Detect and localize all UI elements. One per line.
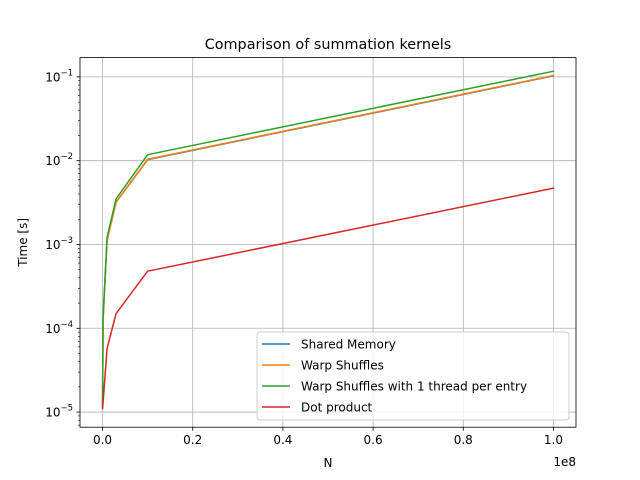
x-tick-label: 0.2 — [183, 433, 202, 447]
legend: Shared Memory Warp Shuffles Warp Shuffles … — [256, 331, 570, 421]
legend-label: Dot product — [301, 401, 373, 415]
legend-label: Warp Shuffles with 1 thread per entry — [301, 380, 527, 394]
x-tick-label: 0.4 — [273, 433, 292, 447]
y-tick-exponent: −2 — [60, 152, 73, 162]
y-tick-label: 10−2 — [45, 152, 73, 168]
y-tick-label: 10−4 — [45, 320, 73, 336]
y-tick-label: 10−1 — [45, 68, 73, 84]
legend-label: Warp Shuffles — [301, 359, 384, 373]
chart-title: Comparison of summation kernels — [205, 37, 452, 53]
x-axis-ticks: 0.0 0.2 0.4 0.6 0.8 1.0 — [93, 427, 563, 447]
series-line-3 — [101, 187, 555, 410]
y-tick-base: 10 — [45, 238, 60, 252]
series-line-2 — [101, 70, 555, 405]
legend-label: Shared Memory — [301, 338, 396, 352]
y-tick-base: 10 — [45, 154, 60, 168]
x-axis-label: N — [324, 456, 333, 470]
x-axis-offset-label: 1e8 — [553, 455, 576, 469]
y-axis-label: Time [s] — [16, 218, 30, 268]
x-tick-label: 0.8 — [454, 433, 473, 447]
plot-area-frame — [79, 57, 577, 428]
series-lines — [101, 70, 555, 410]
y-tick-exponent: −3 — [60, 236, 73, 246]
y-tick-label: 10−3 — [45, 236, 73, 252]
x-tick-label: 1.0 — [544, 433, 563, 447]
legend-frame — [256, 331, 570, 421]
y-tick-label: 10−5 — [45, 404, 73, 420]
x-tick-label: 0.6 — [364, 433, 383, 447]
y-tick-base: 10 — [45, 406, 60, 420]
y-axis-ticks: 10−510−410−310−210−1 — [45, 68, 80, 426]
y-tick-base: 10 — [45, 322, 60, 336]
y-tick-exponent: −4 — [60, 320, 73, 330]
grid — [80, 57, 576, 428]
y-tick-base: 10 — [45, 70, 60, 84]
y-tick-exponent: −5 — [60, 404, 73, 414]
x-tick-label: 0.0 — [93, 433, 112, 447]
y-tick-exponent: −1 — [60, 68, 73, 78]
